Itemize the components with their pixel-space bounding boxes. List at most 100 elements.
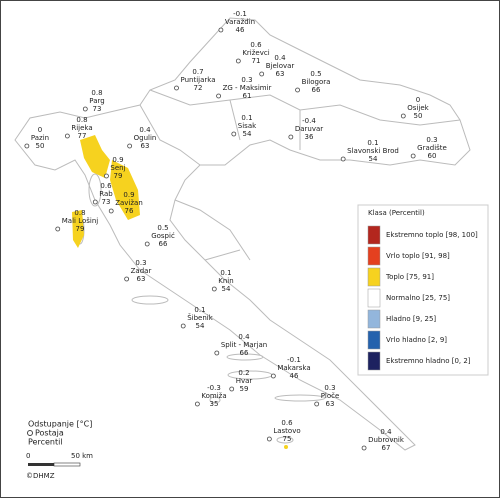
station-deviation: 0.6 bbox=[281, 419, 293, 427]
station-marker bbox=[82, 106, 88, 112]
station-percentile: 79 bbox=[76, 225, 85, 233]
station-marker bbox=[270, 373, 276, 379]
station-name: Dubrovnik bbox=[368, 436, 405, 444]
station-percentile: 50 bbox=[36, 142, 45, 150]
station-percentile: 61 bbox=[243, 92, 252, 100]
station-deviation: 0.9 bbox=[112, 156, 123, 164]
station-name: Senj bbox=[110, 164, 125, 172]
station-deviation: -0.1 bbox=[233, 10, 247, 18]
legend-label: Toplo [75, 91] bbox=[385, 273, 434, 281]
station-marker bbox=[214, 350, 220, 356]
station-percentile: 54 bbox=[222, 285, 231, 293]
station-marker bbox=[92, 199, 98, 205]
scale-start: 0 bbox=[26, 452, 30, 460]
station-percentile: 63 bbox=[326, 400, 335, 408]
station-marker bbox=[174, 85, 179, 91]
station-name: Varaždin bbox=[225, 18, 255, 26]
legend-label: Vrlo toplo [91, 98] bbox=[386, 252, 450, 260]
station-deviation: -0.4 bbox=[302, 117, 316, 125]
station-deviation: 0.3 bbox=[426, 136, 437, 144]
station-name: Ploče bbox=[321, 392, 340, 400]
station-deviation: 0.4 bbox=[380, 428, 392, 436]
country-outline bbox=[14, 17, 471, 451]
station-percentile: 46 bbox=[236, 26, 245, 34]
station-percentile: 54 bbox=[243, 130, 252, 138]
station-name: Hvar bbox=[236, 377, 253, 385]
station-marker bbox=[64, 133, 70, 139]
legend-swatch bbox=[367, 225, 381, 245]
station-deviation: 0 bbox=[38, 126, 42, 134]
station-marker bbox=[400, 113, 406, 119]
key-symbol bbox=[27, 430, 33, 436]
station-marker bbox=[104, 173, 109, 179]
station-percentile: 63 bbox=[137, 275, 146, 283]
station-name: Parg bbox=[89, 97, 104, 105]
station-percentile: 35 bbox=[210, 400, 219, 408]
copyright: ©DHMZ bbox=[26, 472, 55, 480]
station-name: Bjelovar bbox=[266, 62, 295, 70]
key-percentile: Percentil bbox=[28, 438, 63, 447]
station-percentile: 77 bbox=[78, 132, 87, 140]
station-percentile: 54 bbox=[369, 155, 378, 163]
station-marker bbox=[340, 156, 346, 162]
station-deviation: 0.2 bbox=[238, 369, 249, 377]
station-name: Gospić bbox=[151, 232, 175, 240]
station-name: Pazin bbox=[31, 134, 49, 142]
station-deviation: 0.5 bbox=[157, 224, 168, 232]
station-deviation: 0.1 bbox=[367, 139, 378, 147]
scale-end: 50 km bbox=[71, 452, 93, 460]
legend-swatch bbox=[367, 267, 381, 287]
station-name: Knin bbox=[218, 277, 233, 285]
station-marker bbox=[229, 386, 235, 392]
station-name: Zavižan bbox=[115, 199, 143, 207]
station-percentile: 75 bbox=[283, 435, 292, 443]
station-deviation: 0.1 bbox=[220, 269, 231, 277]
scale-bar bbox=[28, 463, 54, 466]
station-marker bbox=[231, 131, 237, 137]
station-deviation: 0 bbox=[416, 96, 420, 104]
station-name: Slavonski Brod bbox=[347, 147, 399, 155]
station-marker bbox=[235, 58, 241, 64]
station-name: Bilogora bbox=[302, 78, 331, 86]
station-deviation: 0.8 bbox=[76, 116, 87, 124]
station-deviation: 0.9 bbox=[123, 191, 134, 199]
station-marker bbox=[108, 208, 114, 214]
warm-area bbox=[72, 135, 288, 449]
station-percentile: 73 bbox=[102, 198, 111, 206]
station-deviation: -0.1 bbox=[287, 356, 301, 364]
station-marker bbox=[144, 241, 150, 247]
station-name: ZG - Maksimir bbox=[223, 84, 272, 92]
station-marker bbox=[295, 87, 300, 93]
legend-label: Ekstremno toplo [98, 100] bbox=[386, 231, 478, 239]
station-percentile: 67 bbox=[382, 444, 391, 452]
legend-title: Klasa (Percentil) bbox=[368, 209, 425, 217]
station-marker bbox=[259, 71, 265, 77]
legend: Klasa (Percentil) Ekstremno toplo [98, 1… bbox=[357, 204, 489, 376]
legend-swatch bbox=[367, 351, 381, 371]
station-deviation: 0.1 bbox=[241, 114, 252, 122]
station-percentile: 73 bbox=[93, 105, 102, 113]
station-deviation: 0.3 bbox=[324, 384, 335, 392]
legend-label: Ekstremno hladno [0, 2] bbox=[386, 357, 471, 365]
station-name: Šibenik bbox=[187, 313, 214, 322]
station-percentile: 63 bbox=[141, 142, 150, 150]
scale-bar bbox=[53, 462, 81, 467]
station-name: Rijeka bbox=[71, 124, 92, 132]
station-name: Zadar bbox=[131, 267, 152, 275]
legend-swatch bbox=[367, 309, 381, 329]
legend-label: Vrlo hladno [2, 9] bbox=[386, 336, 447, 344]
station-deviation: 0.6 bbox=[250, 41, 262, 49]
station-percentile: 50 bbox=[414, 112, 423, 120]
station-deviation: 0.6 bbox=[100, 182, 112, 190]
station-marker bbox=[314, 401, 320, 407]
station-deviation: 0.7 bbox=[192, 68, 203, 76]
station-marker bbox=[288, 134, 294, 140]
station-percentile: 66 bbox=[159, 240, 168, 248]
station-name: Gradište bbox=[417, 144, 447, 152]
station-name: Ogulin bbox=[134, 134, 157, 142]
station-marker bbox=[211, 286, 217, 292]
key-deviation: Odstupanje [°C] bbox=[28, 420, 92, 429]
station-deviation: 0.8 bbox=[91, 89, 102, 97]
